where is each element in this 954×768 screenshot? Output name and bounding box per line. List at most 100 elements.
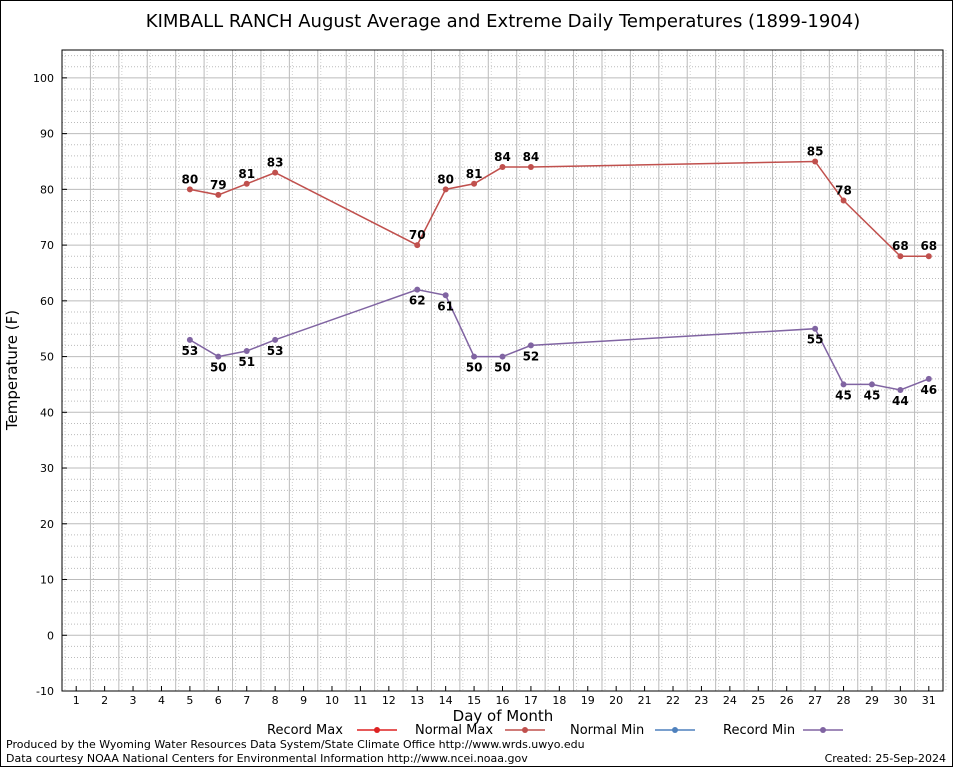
record-min-point (897, 387, 904, 394)
footer-data-courtesy: Data courtesy NOAA National Centers for … (6, 752, 528, 765)
x-tick-label: 18 (552, 694, 566, 707)
series-layer: 80 79 81 83 70 80 81 84 84 85 78 68 68 53 50 51 53 62 61 50… (182, 144, 938, 408)
normal-max-point (527, 164, 534, 171)
normal-max-data-label: 80 (437, 172, 454, 186)
x-tick-label: 7 (243, 694, 250, 707)
legend-marker-normal-min (672, 727, 678, 733)
record-min-line (189, 288, 930, 391)
y-axis-ticks: -10 0 10 20 30 40 50 60 70 80 90 100 (33, 72, 67, 698)
legend-label-normal-max: Normal Max (415, 723, 493, 738)
x-tick-label: 22 (666, 694, 680, 707)
x-tick-label: 30 (893, 694, 907, 707)
record-min-point (527, 342, 534, 349)
y-tick-label: 60 (40, 295, 54, 308)
x-tick-label: 3 (130, 694, 137, 707)
record-min-point (499, 353, 506, 360)
normal-max-point (272, 169, 279, 176)
normal-max-point (840, 197, 847, 204)
y-tick-label: 90 (40, 128, 54, 141)
normal-max-data-label: 68 (920, 239, 937, 253)
x-tick-label: 26 (780, 694, 794, 707)
normal-max-point (499, 164, 506, 171)
x-tick-label: 19 (581, 694, 595, 707)
x-tick-label: 4 (158, 694, 165, 707)
record-min-data-label: 45 (864, 388, 881, 402)
record-min-point (272, 336, 279, 343)
footer-created-date: Created: 25-Sep-2024 (825, 752, 946, 765)
y-tick-label: 20 (40, 518, 54, 531)
normal-max-data-label: 81 (238, 167, 255, 181)
y-tick-label: -10 (36, 685, 54, 698)
x-tick-label: 29 (865, 694, 879, 707)
normal-max-data-label: 80 (182, 172, 199, 186)
legend-label-normal-min: Normal Min (570, 723, 644, 738)
record-min-data-label: 50 (494, 361, 511, 375)
x-tick-label: 17 (524, 694, 538, 707)
normal-max-point (186, 186, 193, 193)
record-min-point (186, 336, 193, 343)
normal-max-data-label: 78 (835, 183, 852, 197)
record-min-point (840, 381, 847, 388)
y-tick-label: 80 (40, 183, 54, 196)
normal-max-point (442, 186, 449, 193)
legend-label-record-max: Record Max (267, 723, 343, 738)
y-tick-label: 40 (40, 406, 54, 419)
y-tick-label: 10 (40, 574, 54, 587)
x-tick-label: 28 (837, 694, 851, 707)
legend-label-record-min: Record Min (723, 723, 795, 738)
x-tick-label: 16 (496, 694, 510, 707)
x-tick-label: 27 (808, 694, 822, 707)
x-tick-label: 10 (325, 694, 339, 707)
normal-max-data-label: 83 (267, 156, 284, 170)
y-axis-label: Temperature (F) (3, 310, 21, 431)
x-tick-label: 6 (215, 694, 222, 707)
y-tick-label: 0 (47, 629, 54, 642)
normal-max-point (215, 191, 222, 198)
record-min-data-label: 50 (210, 361, 227, 375)
x-tick-label: 1 (73, 694, 80, 707)
record-min-data-label: 46 (920, 383, 937, 397)
record-min-data-label: 52 (523, 349, 540, 363)
record-min-point (215, 353, 222, 360)
normal-max-data-label: 68 (892, 239, 909, 253)
x-tick-label: 9 (300, 694, 307, 707)
record-min-point (442, 292, 449, 299)
x-tick-label: 2 (101, 694, 108, 707)
x-tick-label: 15 (467, 694, 481, 707)
record-min-data-label: 62 (409, 294, 426, 308)
record-min-data-label: 53 (267, 344, 284, 358)
x-tick-label: 24 (723, 694, 737, 707)
normal-max-point (925, 253, 932, 260)
y-tick-label: 30 (40, 462, 54, 475)
record-min-point (414, 286, 421, 293)
record-min-point (868, 381, 875, 388)
record-min-data-label: 44 (892, 394, 909, 408)
x-axis-ticks: 1 2 3 4 5 6 7 8 9 10 11 12 13 14 15 16 17 18 19 20 21 22 23 24 2… (73, 686, 936, 707)
x-tick-label: 11 (353, 694, 367, 707)
normal-max-data-label: 79 (210, 178, 227, 192)
record-min-data-label: 50 (466, 361, 483, 375)
legend: Record Max Normal Max Normal Min Record Min (267, 723, 843, 738)
normal-max-data-label: 84 (523, 150, 540, 164)
footer-produced-by: Produced by the Wyoming Water Resources … (6, 738, 585, 751)
x-tick-label: 20 (609, 694, 623, 707)
record-min-data-label: 53 (182, 344, 199, 358)
normal-max-point (243, 180, 250, 187)
legend-marker-normal-max (522, 727, 528, 733)
record-min-data-label: 61 (437, 299, 454, 313)
x-tick-label: 14 (439, 694, 453, 707)
normal-max-data-label: 84 (494, 150, 511, 164)
normal-max-point (812, 158, 819, 165)
normal-max-point (897, 253, 904, 260)
x-tick-label: 13 (410, 694, 424, 707)
y-tick-label: 100 (33, 72, 54, 85)
x-tick-label: 23 (694, 694, 708, 707)
record-min-data-label: 51 (238, 355, 255, 369)
normal-max-line (189, 160, 929, 257)
normal-max-point (414, 242, 421, 249)
x-tick-label: 25 (751, 694, 765, 707)
record-min-data-label: 45 (835, 388, 852, 402)
normal-max-data-label: 85 (807, 144, 824, 158)
normal-max-data-label: 81 (466, 167, 483, 181)
